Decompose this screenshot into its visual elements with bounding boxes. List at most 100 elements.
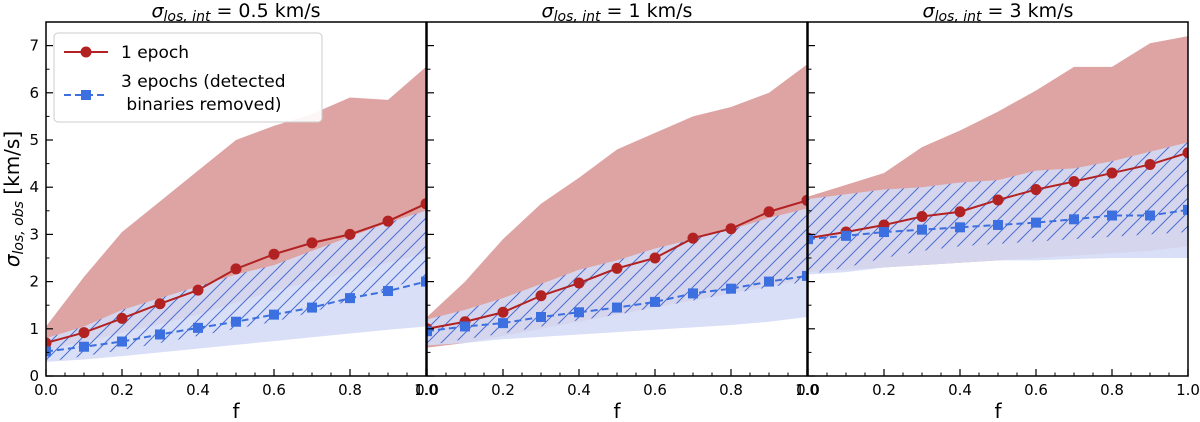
point-1-epoch	[611, 262, 623, 274]
band-3-epochs-hatched	[427, 208, 807, 346]
plot-area	[46, 66, 426, 362]
y-tick-label: 2	[29, 273, 39, 291]
x-tick-label: 1.0	[795, 381, 819, 399]
panel-2: 0.0 0.2 0.4 0.6 0.8 1.0 f σlos, int = 1 km/s	[415, 0, 819, 422]
point-1-epoch	[725, 223, 737, 235]
point-1-epoch	[992, 194, 1004, 206]
x-axis-label: f	[232, 399, 240, 422]
point-3-epochs	[1107, 210, 1117, 221]
point-3-epochs	[841, 230, 851, 241]
x-tick-label: 1.0	[414, 381, 438, 399]
y-tick-label: 5	[29, 131, 39, 149]
x-tick-label: 0.0	[796, 381, 820, 399]
point-1-epoch	[306, 237, 318, 249]
point-3-epochs	[574, 307, 584, 318]
point-1-epoch	[382, 215, 394, 227]
point-1-epoch	[535, 290, 547, 302]
point-1-epoch	[116, 312, 128, 324]
point-3-epochs	[117, 336, 127, 347]
y-tick-label: 4	[29, 178, 39, 196]
point-3-epochs	[1183, 204, 1188, 215]
point-1-epoch	[268, 248, 280, 260]
point-3-epochs	[1069, 214, 1079, 225]
point-1-epoch	[1182, 147, 1188, 159]
point-1-epoch	[230, 263, 242, 275]
point-3-epochs	[879, 227, 889, 238]
point-3-epochs	[726, 283, 736, 294]
point-1-epoch	[1144, 159, 1156, 171]
point-1-epoch	[649, 252, 661, 264]
point-3-epochs	[345, 293, 355, 304]
point-3-epochs	[1145, 210, 1155, 221]
legend-marker-3-epochs	[81, 90, 91, 100]
point-3-epochs	[802, 270, 807, 281]
point-3-epochs	[427, 326, 432, 337]
point-3-epochs	[498, 318, 508, 329]
point-1-epoch	[1068, 176, 1080, 188]
point-1-epoch	[344, 228, 356, 240]
x-tick-label: 0.2	[110, 381, 134, 399]
point-3-epochs	[79, 341, 89, 352]
band-3-epochs-hatched	[46, 210, 426, 362]
legend-label-1-epoch: 1 epoch	[121, 43, 189, 63]
y-axis-label: σlos, obs [km/s]	[0, 131, 27, 267]
x-tick-label: 0.0	[34, 381, 58, 399]
panel-3: 0.0 0.2 0.4 0.6 0.8 1.0 f σlos, int = 3 km/s	[796, 0, 1200, 422]
point-3-epochs	[955, 222, 965, 233]
point-1-epoch	[420, 198, 426, 210]
point-1-epoch	[78, 327, 90, 339]
x-tick-label: 0.0	[415, 381, 439, 399]
point-1-epoch	[497, 306, 509, 318]
point-1-epoch	[573, 277, 585, 289]
point-3-epochs	[764, 276, 774, 287]
point-1-epoch	[801, 194, 807, 206]
legend-box	[53, 32, 323, 123]
panel-title: σlos, int = 3 km/s	[923, 0, 1074, 25]
point-3-epochs	[612, 302, 622, 313]
point-1-epoch	[954, 206, 966, 218]
x-tick-label: 0.8	[719, 381, 743, 399]
point-3-epochs	[808, 234, 813, 245]
x-tick-label: 0.2	[872, 381, 896, 399]
point-3-epochs	[193, 322, 203, 333]
panel-1: 0.0 0.2 0.4 0.6 0.8 1.0 0 1 2 3 4 5 6 7 f σlos, int = 0…	[29, 0, 437, 422]
point-3-epochs	[307, 302, 317, 313]
point-3-epochs	[650, 296, 660, 307]
x-tick-label: 0.8	[338, 381, 362, 399]
x-tick-label: 0.2	[491, 381, 515, 399]
point-1-epoch	[916, 210, 928, 222]
band-1-epoch	[46, 66, 426, 351]
panel-title: σlos, int = 1 km/s	[542, 0, 693, 25]
legend-marker-1-epoch	[80, 46, 92, 58]
point-3-epochs	[383, 286, 393, 297]
point-3-epochs	[269, 309, 279, 320]
y-tick-label: 0	[29, 367, 39, 385]
plot-area	[427, 64, 807, 348]
point-3-epochs	[688, 288, 698, 299]
point-3-epochs	[993, 219, 1003, 230]
y-tick-label: 3	[29, 225, 39, 243]
point-3-epochs	[155, 329, 165, 340]
x-tick-label: 1.0	[1176, 381, 1200, 399]
point-1-epoch	[763, 206, 775, 218]
x-axis-label: f	[613, 399, 621, 422]
point-1-epoch	[154, 298, 166, 310]
x-tick-label: 0.4	[567, 381, 591, 399]
x-tick-label: 0.8	[1100, 381, 1124, 399]
y-tick-label: 1	[29, 320, 39, 338]
y-tick-label: 7	[29, 37, 39, 55]
x-tick-label: 0.6	[1024, 381, 1048, 399]
x-tick-label: 0.4	[948, 381, 972, 399]
point-1-epoch	[687, 232, 699, 244]
x-tick-label: 0.6	[262, 381, 286, 399]
x-axis-label: f	[994, 399, 1002, 422]
point-3-epochs	[917, 224, 927, 235]
point-1-epoch	[46, 337, 52, 349]
point-1-epoch	[1030, 184, 1042, 196]
plot-area	[808, 36, 1188, 275]
legend: 1 epoch 3 epochs (detected binaries remov…	[53, 32, 323, 123]
panel-title: σlos, int = 0.5 km/s	[151, 0, 320, 25]
point-3-epochs	[46, 346, 51, 357]
x-tick-label: 0.4	[186, 381, 210, 399]
